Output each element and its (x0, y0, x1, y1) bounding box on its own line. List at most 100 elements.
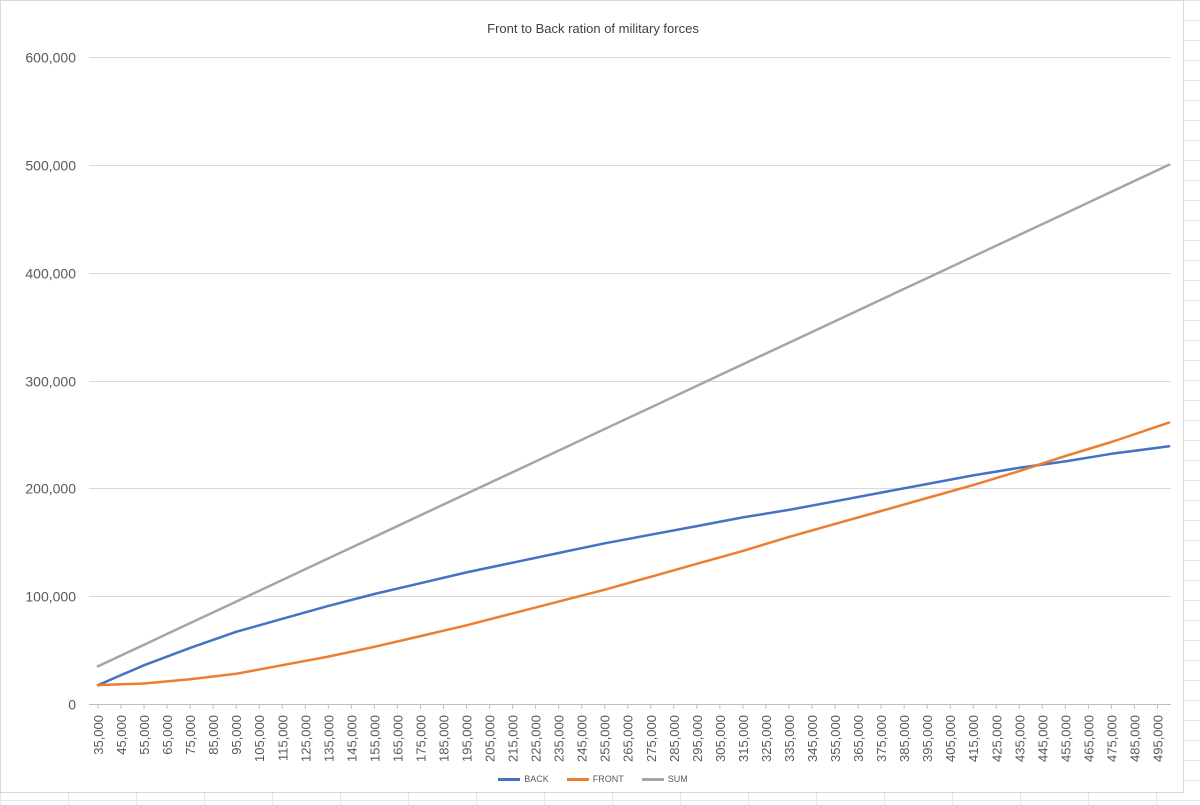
data-point-back (373, 592, 376, 596)
data-point-front (649, 575, 652, 578)
data-point-sum (833, 319, 837, 323)
y-tick-label: 0 (68, 697, 76, 713)
x-tick-label: 165,000 (390, 715, 405, 762)
data-point-front (695, 562, 699, 566)
x-tick-label: 215,000 (506, 715, 521, 762)
x-tick-label: 415,000 (966, 715, 981, 762)
data-point-front (1018, 469, 1021, 473)
data-point-sum (511, 470, 514, 474)
data-point-front (787, 535, 791, 539)
data-point-front (419, 634, 422, 638)
data-point-back (972, 474, 975, 477)
y-tick-label: 100,000 (25, 589, 76, 605)
data-point-sum (419, 514, 422, 517)
x-tick-label: 455,000 (1058, 715, 1073, 762)
y-tick-label: 500,000 (25, 158, 76, 174)
x-tick-label: 305,000 (713, 715, 728, 762)
x-tick-label: 115,000 (275, 715, 290, 761)
data-point-front (741, 549, 745, 553)
y-tick-label: 300,000 (25, 374, 76, 390)
x-tick-label: 435,000 (1012, 715, 1027, 762)
chart-title: Front to Back ration of military forces (487, 21, 699, 36)
data-point-front (511, 612, 514, 615)
chart-area[interactable]: 0 100,000 200,000 300,000 400,000 500,000 600,… (0, 0, 1184, 793)
x-tick-label: 405,000 (943, 715, 958, 762)
data-point-sum (1018, 233, 1021, 237)
data-point-sum (925, 276, 929, 280)
data-point-front (1064, 454, 1067, 458)
x-tick-label: 85,000 (206, 715, 221, 755)
data-point-sum (879, 298, 883, 301)
data-point-back (603, 542, 606, 545)
data-point-front (281, 663, 284, 667)
series-line-sum (96, 163, 1171, 668)
x-tick-label: 75,000 (183, 715, 198, 755)
x-tick-label: 45,000 (114, 715, 129, 755)
x-tick-label: 425,000 (989, 715, 1004, 762)
x-tick-label: 385,000 (897, 715, 912, 762)
data-point-back (1167, 445, 1171, 448)
x-tick-label: 325,000 (759, 715, 774, 762)
data-point-sum (142, 643, 146, 646)
data-point-sum (234, 600, 238, 603)
data-point-back (787, 508, 791, 512)
x-tick-label: 125,000 (298, 715, 313, 762)
x-tick-label: 55,000 (137, 715, 152, 755)
data-point-sum (373, 535, 376, 539)
x-tick-label: 105,000 (252, 715, 267, 762)
x-tick-label: 135,000 (321, 715, 336, 762)
x-tick-label: 195,000 (460, 715, 475, 762)
data-point-sum (465, 492, 468, 495)
x-tick-label: 355,000 (828, 715, 843, 762)
x-tick-label: 95,000 (229, 715, 244, 755)
legend-swatch-back (498, 777, 521, 781)
data-point-front (373, 645, 376, 649)
legend-swatch-sum (641, 777, 664, 781)
data-point-back (234, 630, 238, 633)
x-tick-label: 445,000 (1035, 715, 1050, 762)
x-tick-label: 35,000 (91, 715, 106, 755)
y-tick-label: 200,000 (25, 481, 76, 497)
x-tick-label: 65,000 (160, 715, 175, 755)
data-point-front (879, 509, 883, 513)
data-point-back (1110, 452, 1113, 456)
x-tick-label: 175,000 (413, 715, 428, 762)
data-point-front (833, 522, 837, 526)
data-point-front (188, 677, 192, 681)
x-tick-label: 345,000 (805, 715, 820, 762)
data-point-front (557, 600, 560, 603)
data-point-sum (1110, 190, 1113, 193)
data-point-back (741, 516, 745, 519)
data-point-front (1167, 421, 1171, 424)
x-tick-label: 245,000 (575, 715, 590, 762)
x-tick-label: 315,000 (736, 715, 751, 762)
x-tick-label: 275,000 (644, 715, 659, 762)
data-point-back (695, 524, 699, 528)
data-point-sum (327, 557, 330, 560)
data-point-front (327, 655, 330, 658)
data-point-sum (787, 341, 791, 344)
data-point-sum (649, 406, 652, 409)
x-tick-label: 465,000 (1081, 715, 1096, 762)
data-point-sum (741, 363, 745, 366)
x-tick-label: 155,000 (367, 715, 382, 762)
data-point-front (465, 624, 468, 627)
data-point-back (649, 533, 652, 536)
data-point-back (511, 561, 514, 564)
line-chart: 0 100,000 200,000 300,000 400,000 500,000 600,… (25, 50, 1171, 762)
x-tick-label: 495,000 (1150, 715, 1165, 762)
data-point-back (925, 482, 929, 486)
x-tick-label: 285,000 (667, 715, 682, 762)
data-point-back (1064, 460, 1067, 463)
data-point-back (1018, 466, 1021, 470)
legend-item-sum: SUM (641, 774, 688, 784)
data-point-sum (281, 578, 284, 582)
data-point-sum (1064, 212, 1067, 215)
data-point-front (925, 496, 929, 500)
x-tick-label: 145,000 (344, 715, 359, 762)
series-line-back (96, 445, 1171, 687)
x-tick-label: 335,000 (782, 715, 797, 762)
chart-legend: BACK FRONT SUM (1, 774, 1185, 784)
legend-swatch-front (566, 777, 589, 781)
data-point-sum (1167, 163, 1171, 167)
